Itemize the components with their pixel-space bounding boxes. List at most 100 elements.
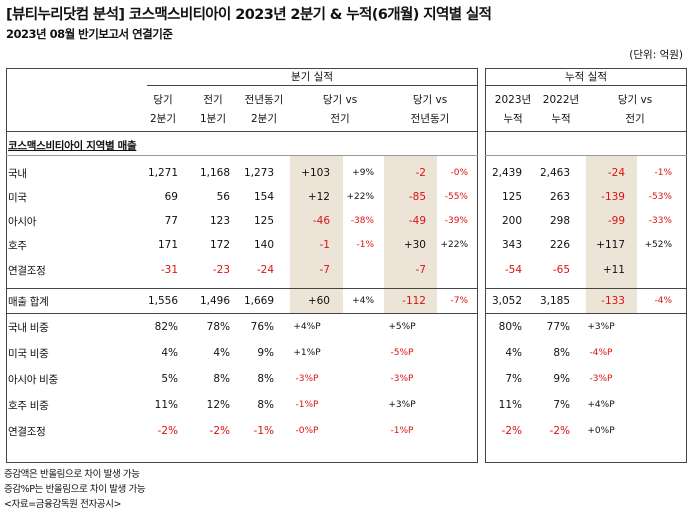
cell-q2: 171	[157, 239, 178, 251]
cell-q2: 5%	[161, 373, 178, 385]
cell-label: 연결조정	[8, 265, 46, 277]
cell-q1: 8%	[213, 373, 230, 385]
cell-p_prev: +22%	[346, 192, 374, 202]
cell-c23: 7%	[505, 373, 522, 385]
cell-d_cum: -3%P	[589, 374, 613, 384]
cell-c22: 3,185	[539, 295, 570, 307]
cell-q2: 82%	[154, 321, 178, 333]
section-divider	[6, 155, 478, 156]
cell-yoy: 140	[253, 239, 274, 251]
cell-q1: 123	[209, 215, 230, 227]
cell-d_cum: -99	[607, 215, 625, 227]
cell-label: 호주 비중	[8, 400, 49, 412]
cell-p_yoy: -55%	[444, 192, 468, 202]
cell-p_prev: +4%	[352, 296, 374, 306]
cell-yoy: 1,273	[243, 167, 274, 179]
cell-d_prev: +103	[301, 167, 330, 179]
cell-p_cum: -33%	[648, 216, 672, 226]
cell-c22: 9%	[553, 373, 570, 385]
header-bottom-line	[6, 131, 478, 132]
col-yoy-q-2: 2분기	[250, 113, 277, 125]
col-vs-prev-2: 전기	[330, 113, 350, 125]
cell-c22: 2,463	[539, 167, 570, 179]
cell-yoy: 8%	[257, 399, 274, 411]
cell-q1: 4%	[213, 347, 230, 359]
cell-yoy: 125	[253, 215, 274, 227]
cell-p_yoy: -7%	[450, 296, 468, 306]
cell-d_prev: -7	[319, 264, 330, 276]
cell-d_prev: +4%P	[293, 322, 321, 332]
cell-p_cum: -53%	[648, 192, 672, 202]
cell-q2: -31	[160, 264, 178, 276]
cell-c22: 8%	[553, 347, 570, 359]
col-cum-2022-1: 2022년	[542, 94, 580, 106]
cell-c22: 77%	[546, 321, 570, 333]
cell-d_prev: +60	[307, 295, 330, 307]
cell-d_prev: -1%P	[295, 400, 319, 410]
cell-d_prev: +12	[307, 191, 330, 203]
cell-d_prev: -1	[319, 239, 330, 251]
cell-c22: 263	[549, 191, 570, 203]
cell-p_prev: -38%	[350, 216, 374, 226]
cell-label: 아시아 비중	[8, 374, 58, 386]
cell-c23: 125	[501, 191, 522, 203]
col-cum-2023-1: 2023년	[494, 94, 532, 106]
col-yoy-q-1: 전년동기	[244, 94, 284, 106]
col-prev-q-1: 전기	[203, 94, 223, 106]
cell-q1: 78%	[206, 321, 230, 333]
footnote-2: 증감%P는 반올림으로 차이 발생 가능	[4, 484, 146, 495]
total-top-line	[6, 288, 478, 289]
cell-d_yoy: -7	[415, 264, 426, 276]
cell-c22: 226	[549, 239, 570, 251]
cell-d_cum: -24	[607, 167, 625, 179]
total-top-line-right	[485, 288, 687, 289]
section-divider-right	[485, 155, 687, 156]
cell-label: 미국 비중	[8, 348, 49, 360]
footnote-source: <자료=금융감독원 전자공시>	[4, 499, 122, 510]
cell-label: 미국	[8, 192, 27, 204]
cell-d_yoy: -3%P	[390, 374, 414, 384]
cell-c23: 11%	[498, 399, 522, 411]
report-subtitle: 2023년 08월 반기보고서 연결기준	[6, 27, 173, 41]
quarter-group-header: 분기 실적	[291, 71, 333, 83]
cell-p_yoy: +22%	[440, 240, 468, 250]
cell-d_yoy: +5%P	[388, 322, 416, 332]
cell-d_prev: +1%P	[293, 348, 321, 358]
col-cum-vs-1: 당기 vs	[617, 94, 653, 106]
cell-c23: 3,052	[491, 295, 522, 307]
cell-q2: 1,271	[147, 167, 178, 179]
cell-label: 국내 비중	[8, 322, 49, 334]
section-label: 코스맥스비티아이 지역별 매출	[8, 140, 137, 152]
cell-p_cum: +52%	[644, 240, 672, 250]
cell-d_prev: -46	[312, 215, 330, 227]
cell-label: 매출 합계	[8, 296, 49, 308]
cell-d_yoy: -2	[415, 167, 426, 179]
cell-q2: 11%	[154, 399, 178, 411]
cell-d_cum: -4%P	[589, 348, 613, 358]
cell-q2: 1,556	[147, 295, 178, 307]
cell-q1: 1,496	[199, 295, 230, 307]
cell-d_yoy: -49	[408, 215, 426, 227]
cell-q2: 69	[164, 191, 178, 203]
cell-q1: -2%	[209, 425, 230, 437]
cell-c23: 343	[501, 239, 522, 251]
cell-d_cum: +3%P	[587, 322, 615, 332]
cell-q2: 77	[164, 215, 178, 227]
col-vs-yoy-1: 당기 vs	[412, 94, 448, 106]
cell-d_cum: -133	[601, 295, 625, 307]
cell-yoy: 76%	[250, 321, 274, 333]
cell-q1: 1,168	[199, 167, 230, 179]
footnote-1: 증감액은 반올림으로 차이 발생 가능	[4, 469, 140, 480]
col-prev-q-2: 1분기	[199, 113, 226, 125]
col-cum-vs-2: 전기	[625, 113, 645, 125]
total-bottom-line-right	[485, 313, 687, 314]
cell-c22: -65	[552, 264, 570, 276]
col-cur-q-2: 2분기	[149, 113, 176, 125]
cell-d_yoy: -85	[408, 191, 426, 203]
cumulative-table-frame	[485, 68, 687, 463]
cell-p_yoy: -0%	[450, 168, 468, 178]
cell-d_yoy: +3%P	[388, 400, 416, 410]
cell-d_yoy: +30	[403, 239, 426, 251]
col-vs-yoy-2: 전년동기	[410, 113, 450, 125]
cell-label: 호주	[8, 240, 27, 252]
